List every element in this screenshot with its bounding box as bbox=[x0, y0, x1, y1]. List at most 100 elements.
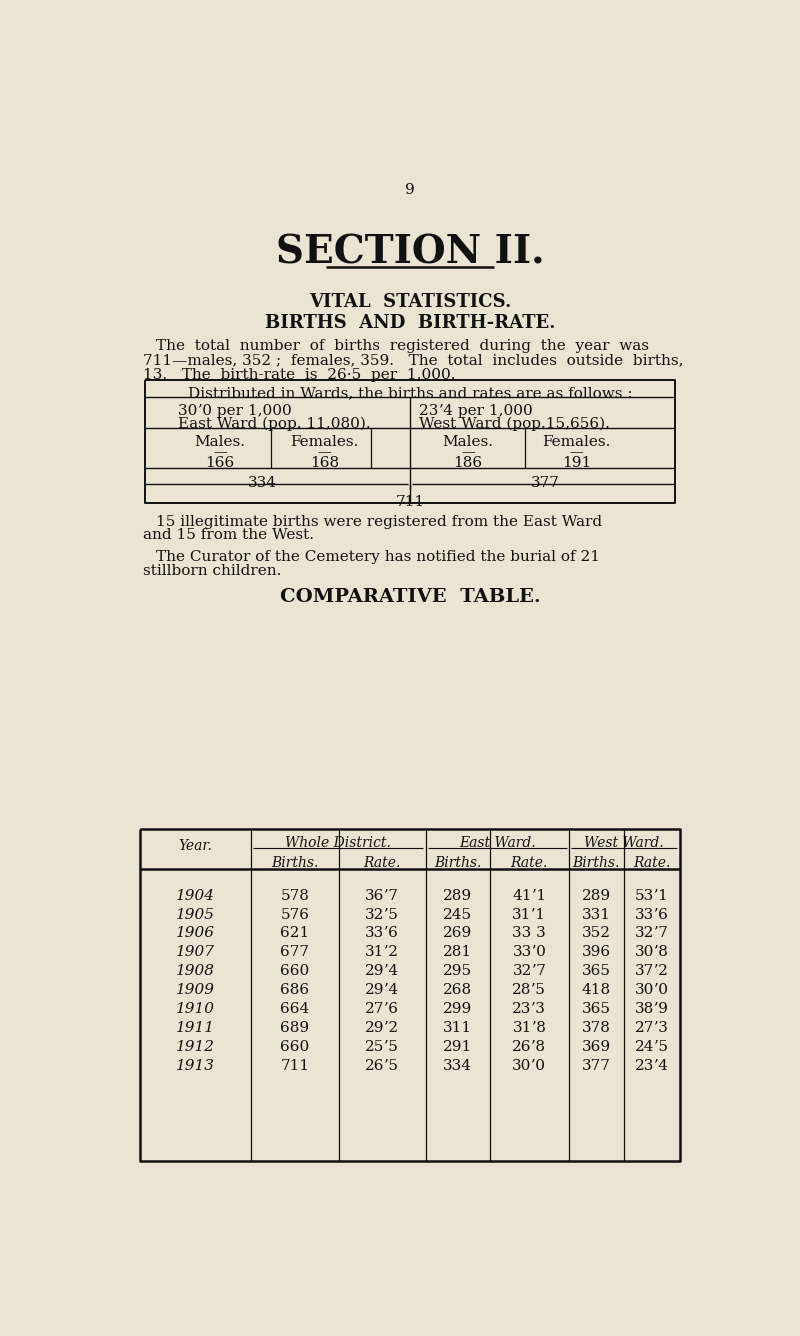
Text: 677: 677 bbox=[281, 946, 310, 959]
Text: 53ʼ1: 53ʼ1 bbox=[635, 888, 669, 903]
Text: stillborn children.: stillborn children. bbox=[143, 564, 282, 577]
Text: 1909: 1909 bbox=[176, 983, 215, 997]
Text: Births.: Births. bbox=[271, 856, 318, 870]
Text: 25ʼ5: 25ʼ5 bbox=[365, 1039, 399, 1054]
Text: 269: 269 bbox=[443, 926, 472, 941]
Text: 245: 245 bbox=[443, 907, 472, 922]
Text: 711: 711 bbox=[280, 1058, 310, 1073]
Text: 33ʼ0: 33ʼ0 bbox=[513, 946, 546, 959]
Text: Distributed in Wards, the births and rates are as follows :: Distributed in Wards, the births and rat… bbox=[188, 386, 632, 401]
Text: East Ward (pop. 11,080).: East Ward (pop. 11,080). bbox=[178, 417, 370, 432]
Text: Rate.: Rate. bbox=[510, 856, 548, 870]
Text: 365: 365 bbox=[582, 1002, 611, 1015]
Text: 1904: 1904 bbox=[176, 888, 215, 903]
Text: 378: 378 bbox=[582, 1021, 611, 1035]
Text: 660: 660 bbox=[280, 1039, 310, 1054]
Text: West Ward (pop.15,656).: West Ward (pop.15,656). bbox=[419, 417, 610, 432]
Text: 295: 295 bbox=[443, 965, 472, 978]
Text: 689: 689 bbox=[280, 1021, 310, 1035]
Text: 1905: 1905 bbox=[176, 907, 215, 922]
Text: 15 illegitimate births were registered from the East Ward: 15 illegitimate births were registered f… bbox=[156, 514, 602, 529]
Text: West Ward.: West Ward. bbox=[585, 836, 664, 851]
Text: BIRTHS  AND  BIRTH-RATE.: BIRTHS AND BIRTH-RATE. bbox=[265, 314, 555, 333]
Text: Whole District.: Whole District. bbox=[286, 836, 391, 851]
Text: 377: 377 bbox=[582, 1058, 611, 1073]
Text: 291: 291 bbox=[443, 1039, 472, 1054]
Text: 1911: 1911 bbox=[176, 1021, 215, 1035]
Text: 32ʼ7: 32ʼ7 bbox=[635, 926, 669, 941]
Text: 352: 352 bbox=[582, 926, 611, 941]
Text: and 15 from the West.: and 15 from the West. bbox=[143, 528, 314, 542]
Text: 32ʼ7: 32ʼ7 bbox=[513, 965, 546, 978]
Text: 31ʼ1: 31ʼ1 bbox=[512, 907, 546, 922]
Text: Births.: Births. bbox=[434, 856, 482, 870]
Text: 26ʼ8: 26ʼ8 bbox=[512, 1039, 546, 1054]
Text: 9: 9 bbox=[405, 183, 415, 198]
Text: 29ʼ4: 29ʼ4 bbox=[365, 983, 399, 997]
Text: 334: 334 bbox=[443, 1058, 472, 1073]
Text: 660: 660 bbox=[280, 965, 310, 978]
Text: COMPARATIVE  TABLE.: COMPARATIVE TABLE. bbox=[280, 588, 540, 607]
Text: East Ward.: East Ward. bbox=[459, 836, 535, 851]
Text: 1912: 1912 bbox=[176, 1039, 215, 1054]
Text: SECTION II.: SECTION II. bbox=[276, 234, 544, 271]
Text: 365: 365 bbox=[582, 965, 611, 978]
Text: 578: 578 bbox=[281, 888, 310, 903]
Text: 186: 186 bbox=[454, 456, 482, 470]
Text: 331: 331 bbox=[582, 907, 611, 922]
Text: Females.: Females. bbox=[290, 436, 359, 449]
Text: 41ʼ1: 41ʼ1 bbox=[512, 888, 546, 903]
Text: 31ʼ8: 31ʼ8 bbox=[513, 1021, 546, 1035]
Text: 418: 418 bbox=[582, 983, 611, 997]
Text: 28ʼ5: 28ʼ5 bbox=[513, 983, 546, 997]
Text: 29ʼ2: 29ʼ2 bbox=[365, 1021, 399, 1035]
Text: 621: 621 bbox=[280, 926, 310, 941]
Text: 23ʼ4: 23ʼ4 bbox=[635, 1058, 669, 1073]
Text: 13.   The  birth-rate  is  26·5  per  1,000.: 13. The birth-rate is 26·5 per 1,000. bbox=[143, 369, 456, 382]
Text: 711—males, 352 ;  females, 359.   The  total  includes  outside  births,: 711—males, 352 ; females, 359. The total… bbox=[143, 354, 684, 367]
Text: 30ʼ0 per 1,000: 30ʼ0 per 1,000 bbox=[178, 405, 291, 418]
Text: 686: 686 bbox=[280, 983, 310, 997]
Text: 1908: 1908 bbox=[176, 965, 215, 978]
Text: Rate.: Rate. bbox=[633, 856, 670, 870]
Text: 191: 191 bbox=[562, 456, 591, 470]
Text: 37ʼ2: 37ʼ2 bbox=[635, 965, 669, 978]
Text: VITAL  STATISTICS.: VITAL STATISTICS. bbox=[309, 293, 511, 311]
Text: 369: 369 bbox=[582, 1039, 611, 1054]
Text: 281: 281 bbox=[443, 946, 472, 959]
Text: 29ʼ4: 29ʼ4 bbox=[365, 965, 399, 978]
Text: 1907: 1907 bbox=[176, 946, 215, 959]
Text: 166: 166 bbox=[206, 456, 234, 470]
Text: 1910: 1910 bbox=[176, 1002, 215, 1015]
Text: Males.: Males. bbox=[194, 436, 246, 449]
Text: 664: 664 bbox=[280, 1002, 310, 1015]
Text: 26ʼ5: 26ʼ5 bbox=[365, 1058, 399, 1073]
Text: 23ʼ4 per 1,000: 23ʼ4 per 1,000 bbox=[419, 405, 533, 418]
Text: 23ʼ3: 23ʼ3 bbox=[513, 1002, 546, 1015]
Text: 32ʼ5: 32ʼ5 bbox=[365, 907, 399, 922]
Text: 38ʼ9: 38ʼ9 bbox=[635, 1002, 669, 1015]
Text: 168: 168 bbox=[310, 456, 339, 470]
Text: 268: 268 bbox=[443, 983, 472, 997]
Text: Rate.: Rate. bbox=[363, 856, 401, 870]
Text: 31ʼ2: 31ʼ2 bbox=[365, 946, 399, 959]
Text: 24ʼ5: 24ʼ5 bbox=[635, 1039, 669, 1054]
Text: Year.: Year. bbox=[178, 839, 213, 854]
Text: 27ʼ6: 27ʼ6 bbox=[365, 1002, 399, 1015]
Text: 30ʼ0: 30ʼ0 bbox=[635, 983, 669, 997]
Text: 299: 299 bbox=[443, 1002, 472, 1015]
Text: —: — bbox=[461, 445, 475, 460]
Text: Births.: Births. bbox=[573, 856, 620, 870]
Text: Males.: Males. bbox=[442, 436, 494, 449]
Text: 334: 334 bbox=[248, 476, 278, 490]
Text: —: — bbox=[213, 445, 227, 460]
Text: 33 3: 33 3 bbox=[513, 926, 546, 941]
Text: 289: 289 bbox=[443, 888, 472, 903]
Text: 33ʼ6: 33ʼ6 bbox=[365, 926, 399, 941]
Text: 30ʼ8: 30ʼ8 bbox=[635, 946, 669, 959]
Text: —: — bbox=[318, 445, 332, 460]
Text: 33ʼ6: 33ʼ6 bbox=[635, 907, 669, 922]
Text: 711: 711 bbox=[395, 494, 425, 509]
Text: 1906: 1906 bbox=[176, 926, 215, 941]
Text: Females.: Females. bbox=[542, 436, 611, 449]
